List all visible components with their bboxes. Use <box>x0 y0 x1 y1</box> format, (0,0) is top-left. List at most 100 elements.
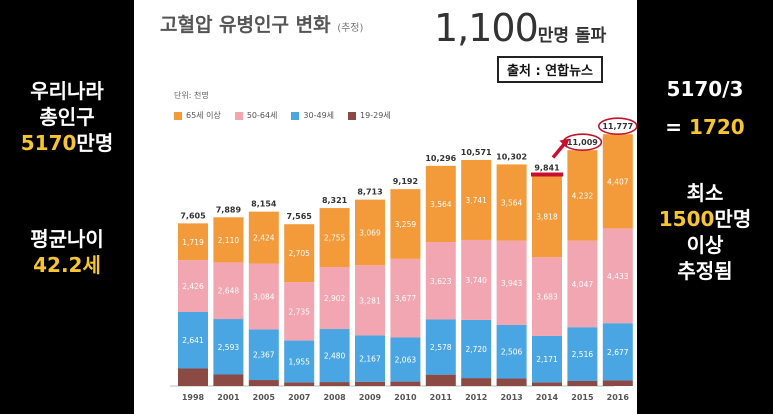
bar-segment-30-49-1998 <box>178 312 208 369</box>
bar-segment-30-49-2010 <box>390 337 421 382</box>
segment-label-65+-2014: 3,818 <box>536 212 558 221</box>
bar-segment-30-49-2013 <box>496 324 527 379</box>
segment-label-30-49-2008: 2,480 <box>324 352 346 361</box>
segment-label-50-64-2009: 3,281 <box>359 296 381 305</box>
bar-segment-19-29-2010 <box>390 381 421 386</box>
bar-segment-30-49-2012 <box>461 319 492 379</box>
chart-title: 고혈압 유병인구 변화 (추정) <box>160 10 363 37</box>
x-tick-2011: 2011 <box>430 393 453 402</box>
calc-eq-value: 1720 <box>689 115 745 139</box>
total-label-1998: 7,605 <box>180 211 206 220</box>
x-tick-2001: 2001 <box>217 393 240 402</box>
population-number: 5170 <box>20 131 77 155</box>
bar-segment-65+-2009 <box>355 199 385 266</box>
bar-segment-65+-1998 <box>178 223 208 261</box>
total-label-2007: 7,565 <box>287 212 313 221</box>
min-value: 1500만명 <box>637 206 773 232</box>
bar-segment-19-29-2015 <box>567 380 598 386</box>
bar-segment-65+-2007 <box>284 224 315 283</box>
total-label-2001: 7,889 <box>216 205 242 214</box>
x-tick-2008: 2008 <box>323 393 346 402</box>
segment-label-30-49-2012: 2,720 <box>465 345 487 354</box>
bar-segment-19-29-2007 <box>284 382 315 386</box>
bar-segment-50-64-2011 <box>425 242 456 320</box>
segment-label-65+-2013: 3,564 <box>501 199 523 208</box>
x-tick-2014: 2014 <box>536 393 559 402</box>
bar-segment-50-64-2014 <box>532 257 562 336</box>
total-label-2014: 9,841 <box>534 164 560 173</box>
legend-label-30: 30-49세 <box>303 111 335 120</box>
total-label-2012: 10,571 <box>461 148 492 157</box>
x-tick-2010: 2010 <box>394 393 417 402</box>
bar-segment-19-29-2001 <box>213 374 244 386</box>
bar-segment-50-64-2016 <box>602 228 633 324</box>
legend-item-19: 19-29세 <box>348 110 391 121</box>
total-label-2011: 10,296 <box>425 154 456 163</box>
segment-label-65+-2016: 4,407 <box>607 177 629 186</box>
legend-swatch-50 <box>234 111 243 120</box>
legend-label-65: 65세 이상 <box>186 111 221 120</box>
headline-number: 1,100 <box>434 6 539 50</box>
unit-label: 단위: 천명 <box>174 91 209 100</box>
segment-label-30-49-2011: 2,578 <box>430 343 452 352</box>
bar-segment-65+-2014 <box>532 175 562 258</box>
bar-segment-19-29-1998 <box>178 368 208 386</box>
legend-swatch-65 <box>174 111 182 120</box>
highlight-circle-2016 <box>598 117 637 135</box>
legend-label-19: 19-29세 <box>360 111 391 120</box>
x-tick-2005: 2005 <box>253 393 276 402</box>
bar-segment-30-49-2005 <box>248 329 279 381</box>
total-label-2013: 10,302 <box>496 152 527 161</box>
bar-segment-30-49-2011 <box>425 319 456 375</box>
stacked-bar-chart: 2,641 2,426 1,719 7,605 1998 2,593 2,648 2,110 7… <box>170 117 637 402</box>
legend-item-65: 65세 이상 <box>174 110 221 121</box>
segment-label-65+-2008: 2,755 <box>324 234 346 243</box>
avg-age-label: 평균나이 <box>30 227 104 251</box>
segment-label-30-49-2010: 2,063 <box>395 356 417 365</box>
legend-label-50: 50-64세 <box>246 111 278 120</box>
segment-label-30-49-2013: 2,506 <box>501 348 523 357</box>
legend-swatch-30 <box>291 111 300 120</box>
bar-segment-65+-2011 <box>425 165 456 243</box>
bar-segment-50-64-2007 <box>284 282 315 341</box>
bar-segment-50-64-2005 <box>248 263 279 330</box>
bar-segment-50-64-2010 <box>390 258 421 338</box>
bar-segment-30-49-2001 <box>213 319 244 375</box>
chart-title-text: 고혈압 유병인구 변화 <box>160 14 331 36</box>
legend-item-30: 30-49세 <box>291 110 334 121</box>
segment-label-50-64-2016: 4,433 <box>607 272 629 281</box>
x-tick-1998: 1998 <box>182 393 205 402</box>
bar-segment-65+-2013 <box>496 164 527 241</box>
bar-segment-50-64-2012 <box>461 239 492 320</box>
total-label-2008: 8,321 <box>322 196 348 205</box>
segment-label-65+-2011: 3,564 <box>430 200 452 209</box>
segment-label-50-64-2012: 3,740 <box>465 276 487 285</box>
bar-segment-50-64-2015 <box>567 240 598 328</box>
bar-segment-50-64-2001 <box>213 262 244 320</box>
bar-segment-50-64-2008 <box>319 266 350 330</box>
segment-label-65+-2010: 3,259 <box>395 220 417 229</box>
segment-label-50-64-2011: 3,623 <box>430 277 452 286</box>
left-line-1: 우리나라 <box>30 79 104 103</box>
total-label-2015: 11,009 <box>567 138 598 147</box>
min-number: 1500 <box>658 207 715 231</box>
segment-label-65+-2007: 2,705 <box>288 249 310 258</box>
x-tick-2016: 2016 <box>607 393 630 402</box>
segment-label-50-64-1998: 2,426 <box>182 282 204 291</box>
bar-segment-30-49-2008 <box>319 329 350 383</box>
segment-label-50-64-2013: 3,943 <box>501 279 523 288</box>
x-tick-2013: 2013 <box>500 393 522 402</box>
x-tick-2007: 2007 <box>288 393 310 402</box>
headline: 1,100만명 돌파 <box>434 6 606 50</box>
bar-segment-19-29-2013 <box>496 378 527 386</box>
bar-segment-30-49-2009 <box>355 335 385 382</box>
segment-label-30-49-2016: 2,677 <box>607 348 629 357</box>
min-unit: 만명 <box>714 207 752 231</box>
segment-label-65+-1998: 1,719 <box>182 238 204 247</box>
calc-eq-prefix: = <box>665 115 690 139</box>
legend-swatch-19 <box>348 111 357 120</box>
segment-label-50-64-2015: 4,047 <box>572 280 594 289</box>
total-label-2016: 11,777 <box>602 122 633 131</box>
segment-label-30-49-2007: 1,955 <box>288 357 310 366</box>
segment-label-30-49-2015: 2,516 <box>572 350 594 359</box>
